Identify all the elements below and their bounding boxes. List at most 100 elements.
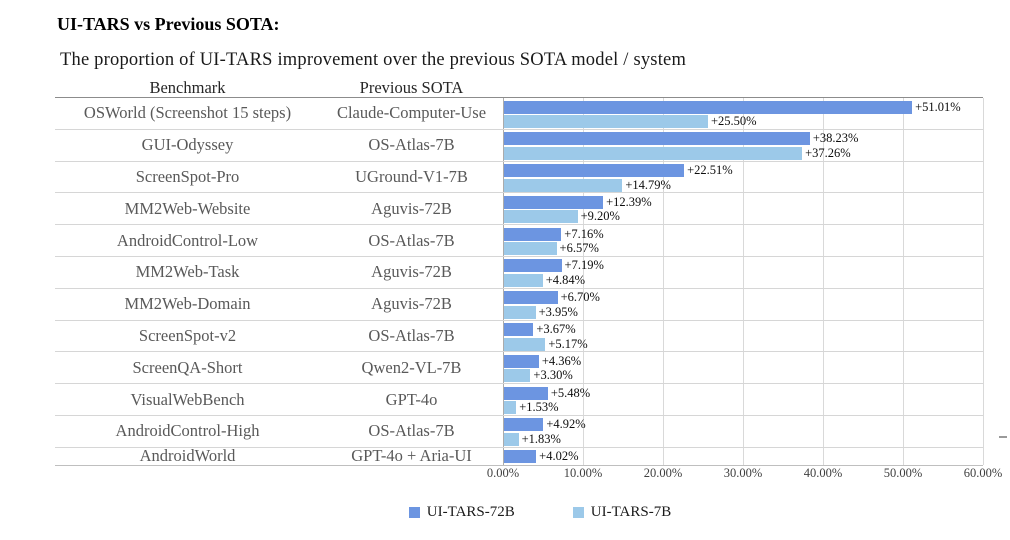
ui-tars-7b-value-label: +4.84% bbox=[545, 272, 586, 287]
benchmark-label: OSWorld (Screenshot 15 steps) bbox=[83, 103, 292, 123]
ui-tars-7b-value-label: +6.57% bbox=[559, 241, 599, 256]
ui-tars-7b-barline: +1.83% bbox=[504, 431, 561, 446]
ui-tars-72b-value-label: +7.19% bbox=[564, 258, 604, 273]
benchmark-label: VisualWebBench bbox=[130, 389, 245, 409]
ui-tars-72b-bar bbox=[504, 259, 562, 273]
ui-tars-72b-barline: +3.67% bbox=[504, 322, 576, 337]
benchmark-label: MM2Web-Website bbox=[124, 198, 251, 218]
ui-tars-7b-bar bbox=[504, 432, 519, 446]
ui-tars-72b-barline: +7.16% bbox=[504, 227, 604, 241]
table-row: AndroidControl-Low OS-Atlas-7B +7.16% +6.57… bbox=[55, 225, 983, 257]
legend-label: UI-TARS-72B bbox=[426, 504, 515, 520]
ui-tars-7b-value-label: +3.30% bbox=[533, 368, 573, 383]
table-row: ScreenSpot-Pro UGround-V1-7B +22.51% +14.79… bbox=[55, 162, 983, 194]
ui-tars-72b-barline: +12.39% bbox=[504, 194, 652, 209]
ui-tars-7b-value-label: +25.50% bbox=[711, 114, 757, 128]
ui-tars-72b-value-label: +4.36% bbox=[541, 353, 582, 368]
previous-sota-label: Qwen2-VL-7B bbox=[361, 357, 462, 377]
ui-tars-7b-barline: +1.53% bbox=[504, 401, 559, 415]
ui-tars-7b-bar bbox=[504, 337, 546, 351]
benchmark-label: ScreenSpot-v2 bbox=[138, 325, 237, 345]
ui-tars-7b-value-label: +14.79% bbox=[625, 177, 671, 192]
ui-tars-72b-bar bbox=[504, 450, 537, 464]
ui-tars-72b-barline: +7.19% bbox=[504, 258, 604, 273]
ui-tars-72b-barline: +4.02% bbox=[504, 449, 579, 464]
ui-tars-72b-bar bbox=[504, 323, 534, 337]
ui-tars-72b-value-label: +4.02% bbox=[539, 449, 579, 464]
legend-swatch-icon bbox=[408, 507, 420, 518]
table-row: GUI-Odyssey OS-Atlas-7B +38.23% +37.26% bbox=[55, 130, 983, 162]
previous-sota-label: Aguvis-72B bbox=[371, 294, 452, 314]
ui-tars-7b-bar bbox=[504, 369, 531, 383]
ui-tars-72b-value-label: +22.51% bbox=[687, 163, 733, 178]
benchmark-label: MM2Web-Domain bbox=[124, 294, 251, 314]
previous-sota-label: GPT-4o + Aria-UI bbox=[351, 446, 472, 466]
ui-tars-72b-bar bbox=[504, 164, 685, 178]
ui-tars-7b-barline: +4.84% bbox=[504, 272, 586, 287]
legend-item: UI-TARS-7B bbox=[572, 504, 672, 521]
ui-tars-7b-barline: +3.30% bbox=[504, 368, 573, 383]
x-axis: 0.00% 10.00% 20.00% 30.00% 40.00% 50.00% 60.00… bbox=[55, 466, 1002, 482]
ui-tars-72b-bar bbox=[504, 291, 558, 305]
previous-sota-label: GPT-4o bbox=[385, 389, 438, 409]
ui-tars-72b-bar bbox=[504, 227, 562, 241]
table-row: OSWorld (Screenshot 15 steps) Claude-Comp… bbox=[55, 98, 983, 130]
ui-tars-7b-barline: +37.26% bbox=[504, 145, 851, 160]
ui-tars-7b-bar bbox=[504, 178, 623, 192]
benchmark-label: ScreenSpot-Pro bbox=[135, 166, 240, 186]
benchmark-label: AndroidWorld bbox=[139, 446, 236, 466]
gridline bbox=[743, 98, 744, 465]
table-column-headers: Benchmark Previous SOTA bbox=[55, 78, 503, 97]
ui-tars-72b-barline: +6.70% bbox=[504, 290, 600, 305]
legend-item: UI-TARS-72B bbox=[408, 504, 515, 521]
bar-chart-plot-area: OSWorld (Screenshot 15 steps) Claude-Comp… bbox=[55, 97, 984, 466]
ui-tars-72b-value-label: +5.48% bbox=[550, 385, 591, 400]
ui-tars-72b-barline: +51.01% bbox=[504, 99, 961, 114]
ui-tars-7b-value-label: +1.83% bbox=[521, 431, 561, 446]
benchmark-label: GUI-Odyssey bbox=[141, 135, 234, 155]
table-row: MM2Web-Website Aguvis-72B +12.39% +9.20% bbox=[55, 193, 983, 226]
legend-label: UI-TARS-7B bbox=[590, 504, 672, 520]
x-axis-tick-label: 60.00% bbox=[963, 466, 1003, 480]
ui-tars-72b-bar bbox=[504, 386, 548, 400]
previous-sota-label: OS-Atlas-7B bbox=[368, 135, 455, 155]
ui-tars-72b-value-label: +12.39% bbox=[606, 194, 652, 209]
ui-tars-7b-bar bbox=[504, 242, 557, 256]
ui-tars-7b-bar bbox=[504, 305, 536, 319]
ui-tars-7b-barline: +9.20% bbox=[504, 210, 620, 224]
gridline bbox=[983, 98, 984, 465]
ui-tars-7b-value-label: +37.26% bbox=[805, 145, 851, 160]
previous-sota-label: Aguvis-72B bbox=[371, 198, 452, 218]
ui-tars-7b-barline: +5.17% bbox=[504, 337, 588, 351]
ui-tars-72b-barline: +38.23% bbox=[504, 132, 858, 146]
ui-tars-7b-barline: +3.95% bbox=[504, 305, 578, 319]
ui-tars-72b-barline: +4.36% bbox=[504, 353, 582, 368]
ui-tars-7b-barline: +14.79% bbox=[504, 177, 671, 192]
table-row: ScreenSpot-v2 OS-Atlas-7B +3.67% +5.17% bbox=[55, 321, 983, 353]
column-header-benchmark: Benchmark bbox=[149, 78, 226, 97]
table-row: AndroidControl-High OS-Atlas-7B +4.92% +1.8… bbox=[55, 416, 983, 448]
ui-tars-72b-value-label: +4.92% bbox=[546, 417, 586, 432]
page-subtitle: The proportion of UI-TARS improvement ov… bbox=[60, 50, 687, 70]
ui-tars-72b-value-label: +3.67% bbox=[536, 322, 576, 337]
table-row: MM2Web-Task Aguvis-72B +7.19% +4.84% bbox=[55, 257, 983, 289]
benchmark-label: AndroidControl-Low bbox=[116, 230, 259, 250]
ui-tars-72b-value-label: +51.01% bbox=[915, 99, 961, 114]
ui-tars-72b-bar bbox=[504, 132, 810, 146]
ui-tars-72b-bar bbox=[504, 354, 539, 368]
table-row: ScreenQA-Short Qwen2-VL-7B +4.36% +3.30% bbox=[55, 352, 983, 385]
gridline bbox=[583, 98, 584, 465]
chart-legend: UI-TARS-72B UI-TARS-7B bbox=[35, 504, 1010, 521]
ui-tars-72b-bar bbox=[504, 195, 604, 209]
y-axis-line bbox=[503, 98, 504, 465]
previous-sota-label: Aguvis-72B bbox=[371, 262, 452, 282]
ui-tars-72b-barline: +22.51% bbox=[504, 163, 733, 178]
table-row: VisualWebBench GPT-4o +5.48% +1.53% bbox=[55, 384, 983, 416]
previous-sota-label: Claude-Computer-Use bbox=[336, 103, 487, 123]
ui-tars-72b-value-label: +6.70% bbox=[560, 290, 600, 305]
gridline bbox=[823, 98, 824, 465]
ui-tars-7b-barline: +25.50% bbox=[504, 115, 757, 128]
previous-sota-label: OS-Atlas-7B bbox=[368, 325, 455, 345]
gridline bbox=[903, 98, 904, 465]
